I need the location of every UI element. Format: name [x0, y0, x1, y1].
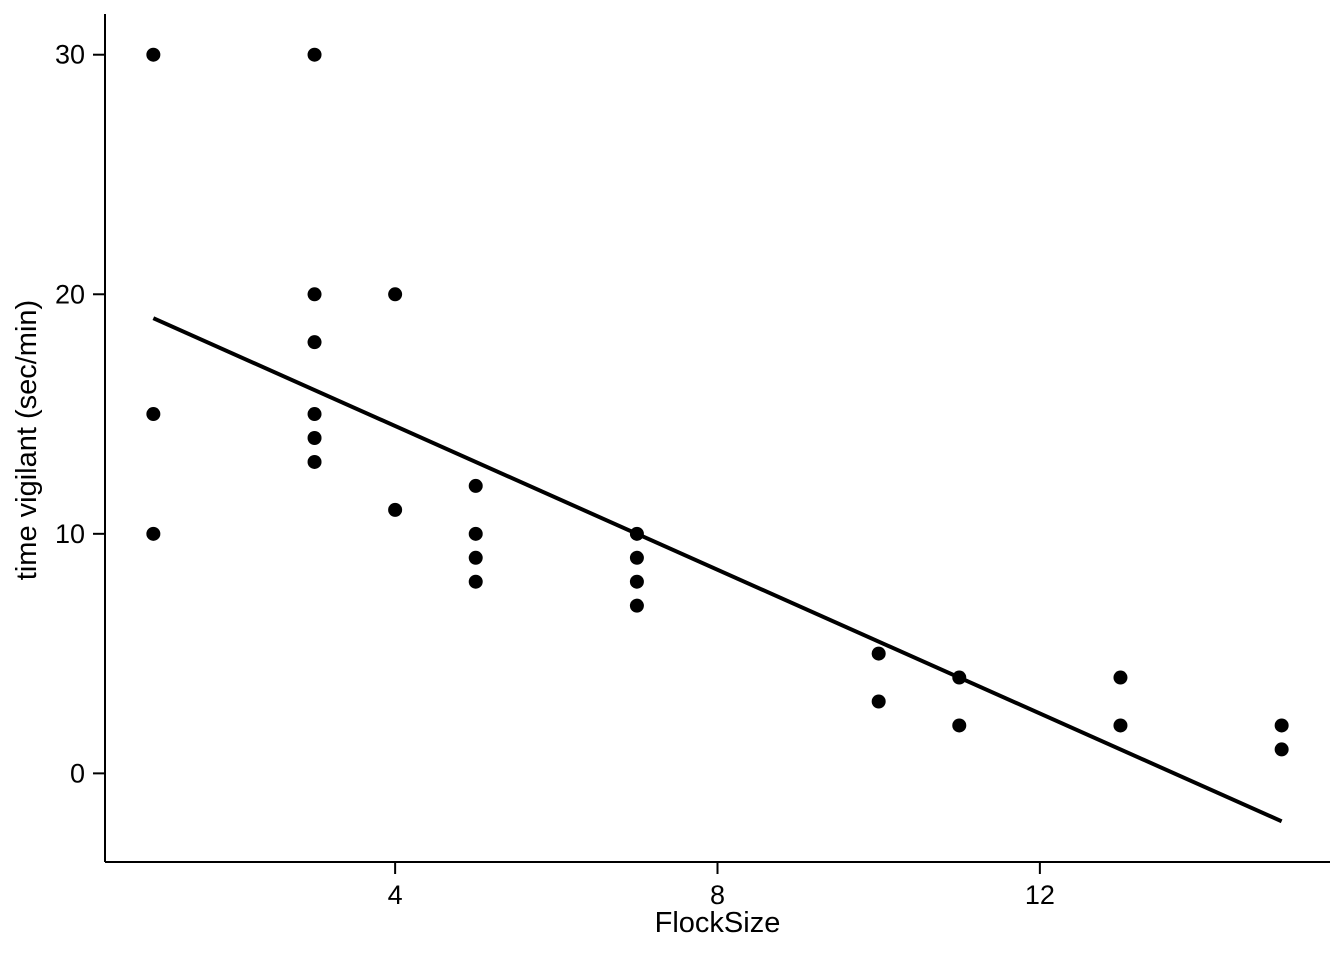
data-point: [307, 47, 322, 62]
y-tick-label: 0: [70, 758, 85, 788]
x-tick-label: 8: [710, 880, 725, 910]
data-point: [388, 287, 403, 302]
data-point: [146, 47, 161, 62]
data-point: [629, 574, 644, 589]
data-point: [629, 550, 644, 565]
data-point: [468, 478, 483, 493]
x-axis-title: FlockSize: [654, 907, 781, 939]
data-point: [952, 718, 967, 733]
data-point: [468, 574, 483, 589]
data-point: [1274, 718, 1289, 733]
data-point: [468, 526, 483, 541]
data-point: [1113, 670, 1128, 685]
data-point: [307, 287, 322, 302]
x-tick-label: 12: [1025, 880, 1055, 910]
data-point: [146, 526, 161, 541]
y-tick-label: 20: [55, 279, 85, 309]
y-tick-label: 30: [55, 40, 85, 70]
data-point: [307, 335, 322, 350]
data-point: [307, 454, 322, 469]
x-tick-label: 4: [388, 880, 403, 910]
data-point: [952, 670, 967, 685]
data-point: [629, 598, 644, 613]
y-axis-title: time vigilant (sec/min): [11, 299, 44, 581]
data-point: [146, 407, 161, 422]
data-point: [871, 646, 886, 661]
data-point: [307, 431, 322, 445]
regression-line: [152, 316, 1283, 824]
data-point: [1113, 718, 1128, 733]
data-point: [871, 694, 886, 709]
data-point: [1274, 742, 1289, 757]
data-point: [468, 550, 483, 565]
data-point: [629, 526, 644, 541]
data-point: [388, 502, 403, 517]
data-point: [307, 407, 322, 422]
y-tick-label: 10: [55, 519, 85, 549]
